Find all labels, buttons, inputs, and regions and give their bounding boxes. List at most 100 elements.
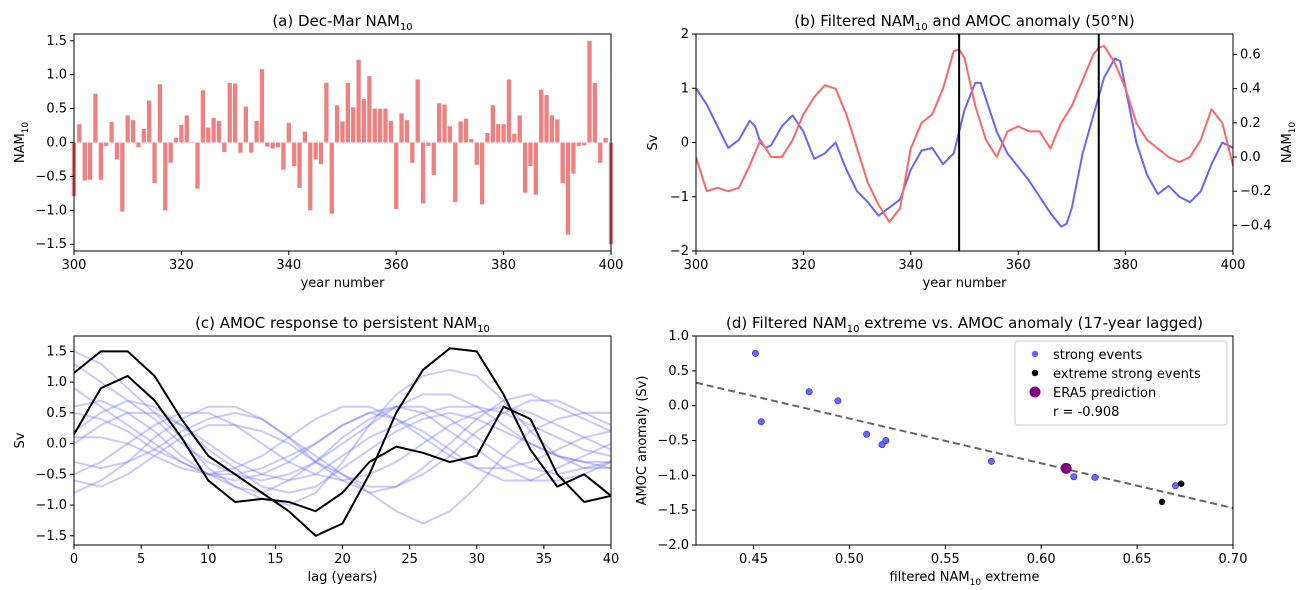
nam-bar xyxy=(168,142,173,163)
panel-b-ytick-right-label: 0.2 xyxy=(1240,116,1261,131)
nam-bar xyxy=(179,124,184,143)
strong-event-point xyxy=(1091,473,1099,481)
panel-b-ytick-label: −2 xyxy=(670,244,689,259)
nam-bar xyxy=(356,59,361,143)
panel-c-title-subscript: 10 xyxy=(477,324,490,335)
nam-bar xyxy=(469,139,474,143)
nam-bar xyxy=(136,142,141,148)
response-line xyxy=(74,399,611,494)
nam-bar xyxy=(334,105,340,143)
nam-bar xyxy=(173,137,179,143)
strong-event-point xyxy=(757,418,765,426)
panel-d-ytick-label: −1.0 xyxy=(657,468,689,483)
nam-bar xyxy=(104,142,109,146)
panel-c-ytick-label: 0.0 xyxy=(46,437,67,452)
panel-b-ytick-right-label: −0.4 xyxy=(1240,218,1272,233)
panel-b-xtick-label: 300 xyxy=(684,258,709,273)
strong-event-point xyxy=(1171,482,1179,490)
nam-bar xyxy=(372,108,377,143)
nam-bar xyxy=(281,142,286,170)
panel-a-xtick-label: 340 xyxy=(276,258,301,273)
nam-bar xyxy=(157,84,163,143)
panel-d-title-subscript: 10 xyxy=(847,324,860,335)
response-line xyxy=(74,362,611,482)
panel-c-frame xyxy=(73,335,612,546)
panel-d-xtick-label: 0.60 xyxy=(1027,552,1056,567)
panel-c-ytick-label: −1.0 xyxy=(35,498,67,513)
nam-bar xyxy=(447,126,453,143)
panel-a-xtick-label: 300 xyxy=(62,258,87,273)
nam-bar xyxy=(125,115,130,143)
nam-bar xyxy=(254,120,259,143)
nam-bar xyxy=(528,142,533,167)
nam-bar xyxy=(130,120,136,143)
nam-bar xyxy=(565,142,571,235)
nam-bar xyxy=(141,128,146,143)
legend-r-value-label: r = -0.908 xyxy=(1053,405,1119,420)
nam-bar xyxy=(211,118,216,143)
panel-b-title: (b) Filtered NAM10 and AMOC anomaly (50°… xyxy=(794,12,1135,33)
era5-prediction-point xyxy=(1060,462,1072,474)
nam-bar xyxy=(485,133,490,143)
nam-bar xyxy=(410,142,415,163)
nam-bar xyxy=(367,76,372,143)
panel-d-title-suffix: extreme vs. AMOC anomaly (17-year lagged… xyxy=(860,314,1203,332)
nam-bar xyxy=(297,142,302,188)
panel-a-ytick-label: −0.5 xyxy=(35,169,67,184)
panel-a-xtick-label: 360 xyxy=(384,258,409,273)
nam-bar xyxy=(302,131,308,143)
nam-bar xyxy=(539,89,544,143)
panel-c-xtick-label: 15 xyxy=(267,552,284,567)
panel-b-frame xyxy=(695,33,1234,252)
nam-bar xyxy=(582,142,587,146)
panel-c-ytick-label: 1.5 xyxy=(46,344,67,359)
response-line xyxy=(74,405,611,482)
panel-a-ytick-label: 0.5 xyxy=(46,102,67,117)
nam-bar xyxy=(442,104,447,143)
strong-event-point xyxy=(805,388,813,396)
response-line xyxy=(74,411,611,494)
nam-bar xyxy=(490,105,496,143)
legend-strong-events-label: strong events xyxy=(1053,348,1143,363)
panel-a-title-subscript: 10 xyxy=(400,22,413,33)
response-line xyxy=(74,350,611,507)
panel-b-xtick-label: 400 xyxy=(1221,258,1246,273)
panel-b-title-suffix: and AMOC anomaly (50°N) xyxy=(928,12,1135,30)
nam-bar xyxy=(308,142,313,211)
nam-bar xyxy=(592,82,598,143)
strong-event-point xyxy=(987,457,995,465)
panel-b-ytick-right-label: 0.0 xyxy=(1240,150,1261,165)
panel-c-xtick-label: 20 xyxy=(334,552,351,567)
panel-c-ytick-label: −0.5 xyxy=(35,467,67,482)
panel-b-ytick-label: 2 xyxy=(681,27,689,42)
nam-bar xyxy=(340,121,345,143)
nam-bar xyxy=(555,119,560,143)
nam-bar xyxy=(479,142,485,205)
nam-bar xyxy=(351,107,356,143)
nam-bar xyxy=(463,118,469,143)
panel-b-ytick-right-label: −0.2 xyxy=(1240,184,1272,199)
panel-d-xtick-label: 0.70 xyxy=(1219,552,1248,567)
nam-bar xyxy=(147,100,152,143)
panel-d-ytick-label: −0.5 xyxy=(657,434,689,449)
nam-bar xyxy=(549,115,555,143)
panel-d-ytick-label: 0.5 xyxy=(668,364,689,379)
extreme-response-line xyxy=(74,374,611,513)
nam-bar xyxy=(87,142,93,180)
nam-bar xyxy=(512,133,517,143)
nam-bar xyxy=(152,142,157,184)
nam-bar xyxy=(206,127,211,143)
panel-d-ytick-label: 0.0 xyxy=(668,399,689,414)
panel-a-xtick-label: 380 xyxy=(491,258,516,273)
panel-c-xtick-label: 5 xyxy=(137,552,145,567)
panel-b-xtick-label: 320 xyxy=(791,258,816,273)
panel-a-ytick-label: −1.5 xyxy=(35,237,67,252)
legend-extreme-events-marker xyxy=(1031,369,1039,377)
nam-bar xyxy=(222,142,227,152)
nam-bar xyxy=(415,79,420,143)
panel-c-ylabel: Sv xyxy=(13,432,28,448)
nam-bar xyxy=(275,142,281,148)
nam-bar xyxy=(243,106,248,143)
legend-era5-marker xyxy=(1029,386,1041,398)
panel-a-ytick-label: −1.0 xyxy=(35,203,67,218)
